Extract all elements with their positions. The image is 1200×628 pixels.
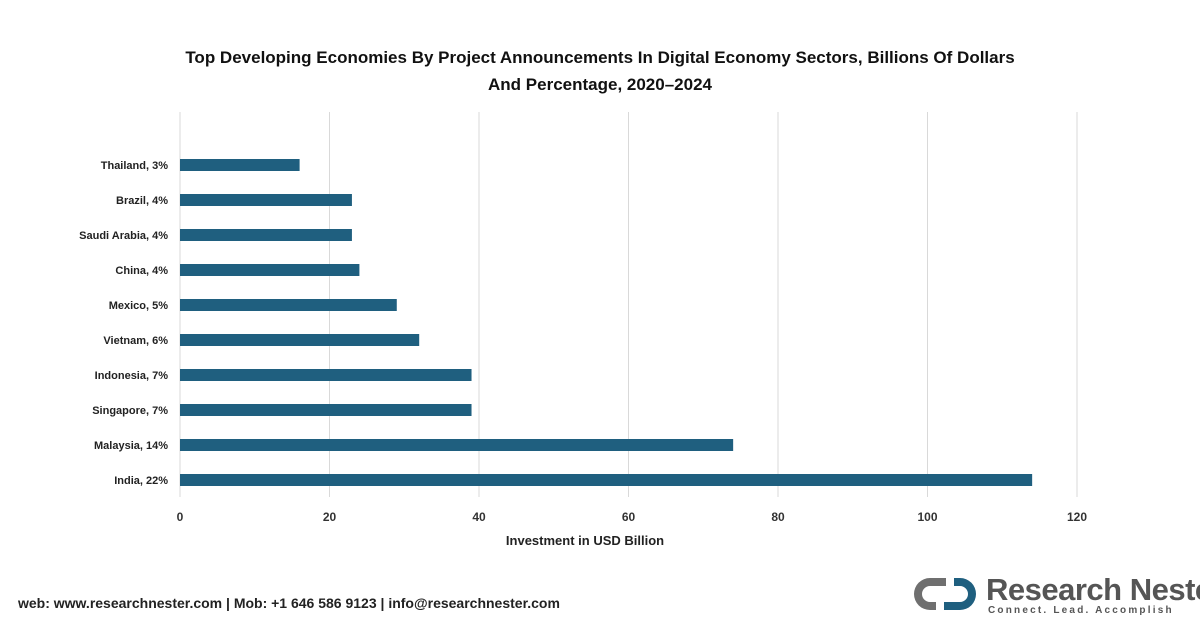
- bar-2: [180, 229, 352, 241]
- gridlines: [179, 112, 1078, 497]
- category-label: Mexico, 5%: [109, 300, 169, 312]
- category-label: China, 4%: [115, 265, 168, 277]
- bar-0: [180, 159, 300, 171]
- research-nester-logo: Research Nester Connect. Lead. Accomplis…: [910, 572, 1200, 620]
- bar-4: [180, 299, 397, 311]
- x-tick-label: 20: [323, 510, 337, 524]
- bar-3: [180, 264, 360, 276]
- category-label: Indonesia, 7%: [95, 370, 169, 382]
- bar-8: [180, 439, 734, 451]
- chart-title: Top Developing Economies By Project Anno…: [0, 44, 1200, 98]
- chart-title-line-1: Top Developing Economies By Project Anno…: [185, 48, 1015, 67]
- bar-6: [180, 369, 472, 381]
- category-label: Saudi Arabia, 4%: [79, 230, 168, 242]
- category-label: Vietnam, 6%: [103, 335, 168, 347]
- logo-tagline: Connect. Lead. Accomplish: [988, 605, 1174, 616]
- x-tick-label: 40: [472, 510, 486, 524]
- bars: [180, 159, 1033, 486]
- x-tick-labels: 0 20 40 60 80 100 120: [177, 510, 1088, 524]
- category-label: India, 22%: [114, 475, 168, 487]
- bar-7: [180, 404, 472, 416]
- bar-5: [180, 334, 420, 346]
- x-tick-label: 0: [177, 510, 184, 524]
- chart-title-line-2: And Percentage, 2020–2024: [488, 75, 712, 94]
- logo-mark-icon: [914, 578, 976, 610]
- category-label: Brazil, 4%: [116, 195, 168, 207]
- x-axis-label: Investment in USD Billion: [506, 533, 664, 548]
- category-label: Singapore, 7%: [92, 405, 168, 417]
- category-label: Thailand, 3%: [101, 160, 168, 172]
- logo-name: Research Nester: [986, 572, 1200, 607]
- x-tick-label: 80: [771, 510, 785, 524]
- x-tick-label: 60: [622, 510, 636, 524]
- category-labels: Thailand, 3% Brazil, 4% Saudi Arabia, 4% Ch…: [79, 160, 168, 487]
- footer-contact: web: www.researchnester.com | Mob: +1 64…: [18, 595, 560, 611]
- x-tick-label: 120: [1067, 510, 1087, 524]
- x-tick-label: 100: [917, 510, 937, 524]
- category-label: Malaysia, 14%: [94, 440, 168, 452]
- bar-1: [180, 194, 352, 206]
- bar-9: [180, 474, 1033, 486]
